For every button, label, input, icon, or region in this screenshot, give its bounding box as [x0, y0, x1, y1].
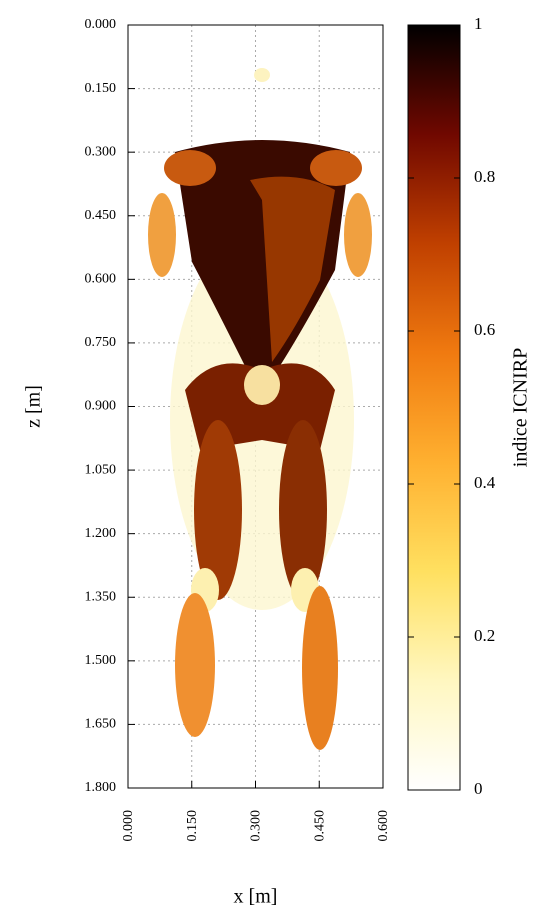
axes: 0.000 0.150 0.300 0.450 0.600 0.000 0.150 0.300… — [23, 14, 532, 908]
field-map — [148, 68, 372, 750]
y-tick-label: 0.000 — [85, 17, 117, 32]
x-tick-label: 0.150 — [185, 810, 200, 842]
y-tick-label: 0.300 — [85, 144, 117, 159]
colorbar — [407, 24, 461, 791]
y-tick-label: 1.800 — [85, 780, 117, 795]
y-tick-label: 1.650 — [85, 717, 117, 732]
colorbar-tick-label: 0 — [474, 779, 483, 798]
body-region — [164, 150, 216, 186]
x-tick-label: 0.300 — [249, 810, 264, 842]
colorbar-tick-label: 0.8 — [474, 167, 495, 186]
body-region — [250, 176, 335, 362]
body-region — [310, 150, 362, 186]
body-region — [344, 193, 372, 277]
y-tick-label: 0.150 — [85, 81, 117, 96]
x-tick-label: 0.450 — [312, 810, 327, 842]
x-tick-label: 0.600 — [376, 810, 391, 842]
y-tick-label: 1.050 — [85, 462, 117, 477]
y-tick-label: 1.350 — [85, 589, 117, 604]
colorbar-tick-label: 0.4 — [474, 473, 496, 492]
y-tick-label: 1.500 — [85, 653, 117, 668]
y-axis-title: z [m] — [23, 385, 45, 428]
body-region — [194, 420, 242, 600]
body-region — [148, 193, 176, 277]
x-axis-title: x [m] — [234, 886, 278, 908]
x-tick-label: 0.000 — [121, 810, 136, 842]
colorbar-tick-label: 0.2 — [474, 626, 495, 645]
body-region — [302, 586, 338, 750]
body-region — [279, 420, 327, 600]
body-region — [175, 593, 215, 737]
body-region — [254, 68, 270, 82]
colorbar-tick-label: 1 — [474, 14, 483, 33]
colorbar-tick-label: 0.6 — [474, 320, 495, 339]
y-tick-label: 0.600 — [85, 272, 117, 287]
plot-frame — [127, 24, 384, 789]
y-tick-label: 0.750 — [85, 335, 117, 350]
body-region — [244, 365, 280, 405]
y-tick-label: 0.450 — [85, 208, 117, 223]
y-tick-label: 0.900 — [85, 399, 117, 414]
y-tick-label: 1.200 — [85, 526, 117, 541]
colorbar-title: indice ICNIRP — [510, 348, 532, 467]
